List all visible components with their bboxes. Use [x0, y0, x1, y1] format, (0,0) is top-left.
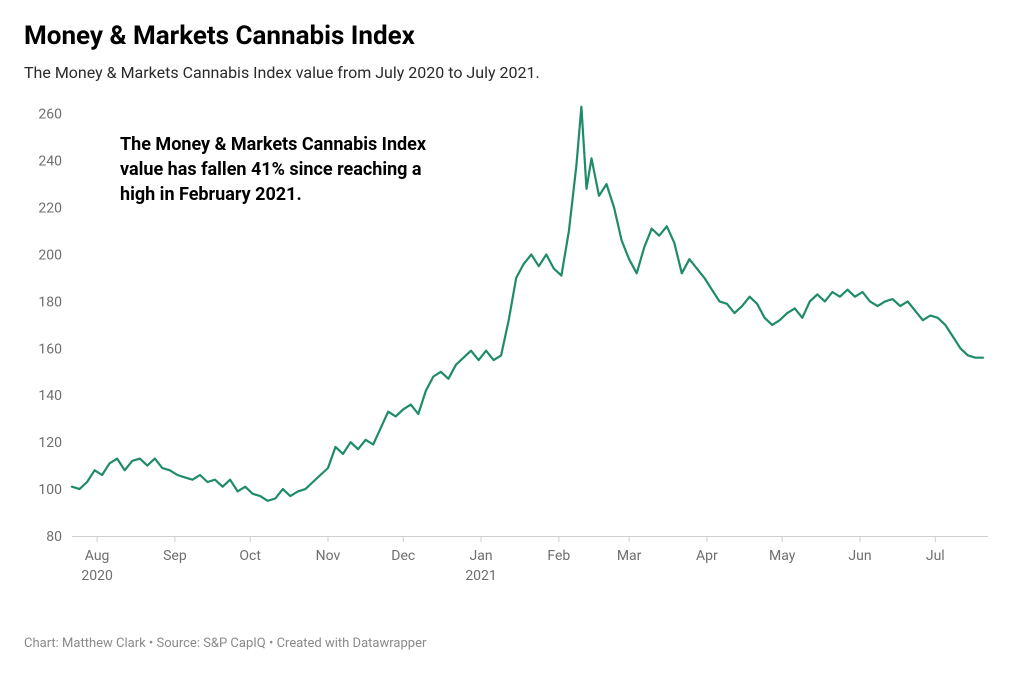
x-tick-label: Dec	[391, 548, 415, 564]
x-tick-label: Feb	[547, 548, 570, 564]
x-tick-label: Oct	[239, 548, 261, 564]
x-tick-label: Apr	[696, 548, 718, 564]
x-tick-year: 2021	[465, 568, 496, 584]
y-tick-label: 80	[46, 529, 62, 545]
y-tick-label: 160	[38, 341, 62, 357]
x-tick-label: Jul	[926, 548, 945, 564]
x-tick-label: Jun	[848, 548, 871, 564]
x-tick-label: Sep	[163, 548, 187, 564]
x-tick-label: Aug	[85, 548, 110, 564]
chart-annotation: The Money & Markets Cannabis Index value…	[120, 132, 440, 208]
y-tick-label: 200	[38, 247, 62, 263]
y-tick-label: 120	[38, 435, 62, 451]
y-tick-label: 100	[38, 482, 62, 498]
chart-container: 80 100 120 140 160 180 200 220 240 260 Aug 2020 Sep O…	[24, 96, 1000, 616]
y-tick-label: 140	[38, 388, 62, 404]
y-tick-label: 260	[38, 106, 62, 122]
chart-footer: Chart: Matthew Clark • Source: S&P CapIQ…	[24, 636, 1000, 651]
y-tick-label: 220	[38, 200, 62, 216]
x-tick-year: 2020	[81, 568, 113, 584]
x-tick-label: Nov	[316, 548, 341, 564]
x-tick-label: Jan	[470, 548, 493, 564]
x-tick-label: May	[769, 548, 796, 564]
y-tick-label: 240	[38, 153, 62, 169]
x-tick-label: Mar	[617, 548, 642, 564]
chart-subtitle: The Money & Markets Cannabis Index value…	[24, 63, 1000, 82]
chart-title: Money & Markets Cannabis Index	[24, 20, 1000, 53]
y-tick-label: 180	[38, 294, 62, 310]
